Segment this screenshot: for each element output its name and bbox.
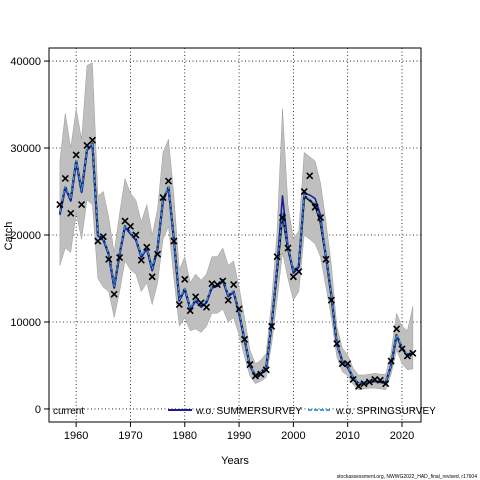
observed-point (175, 301, 183, 309)
observed-point (403, 352, 411, 360)
observed-point (192, 293, 200, 301)
observed-point (371, 375, 379, 383)
observed-point (268, 322, 276, 330)
x-tick-label: 2020 (390, 430, 414, 442)
y-tick-label: 40000 (10, 56, 41, 68)
x-tick-label: 1970 (118, 430, 142, 442)
observed-point (83, 141, 91, 149)
observed-point (316, 214, 325, 222)
y-tick-label: 0 (35, 404, 41, 416)
observed-point (392, 325, 401, 333)
y-tick-label: 10000 (10, 317, 41, 329)
observed-point (278, 214, 287, 222)
observed-point (202, 303, 211, 311)
observed-point (382, 380, 390, 388)
observed-point (333, 340, 341, 348)
observed-point (143, 243, 151, 251)
observed-point (148, 273, 156, 281)
observed-point (409, 349, 417, 357)
observed-point (273, 253, 281, 261)
observed-point (213, 281, 221, 289)
legend-label-current: current (53, 406, 84, 417)
x-axis-label: Years (221, 455, 249, 467)
observed-point (208, 280, 216, 288)
observed-point (289, 273, 297, 281)
observed-point (295, 267, 303, 276)
observed-point (121, 217, 129, 225)
observed-point (224, 296, 232, 304)
observed-point (327, 296, 335, 304)
observed-point (170, 237, 178, 245)
observed-point (78, 200, 86, 209)
observed-point (126, 222, 135, 230)
observed-point (354, 382, 363, 390)
observed-point (284, 244, 292, 252)
observed-point (219, 277, 227, 285)
observed-point (300, 187, 308, 196)
x-tick-label: 2000 (281, 430, 305, 442)
observed-point (240, 335, 249, 343)
observed-point (349, 375, 357, 383)
observed-point (344, 360, 352, 368)
observed-point (110, 290, 118, 298)
footnote: stockassessment.org, NWWG2022_HAD_final_… (337, 474, 478, 480)
observed-point (154, 250, 162, 258)
x-tick-label: 1980 (173, 430, 197, 442)
legend-label-2: w.o. SPRINGSURVEY (335, 406, 436, 417)
observed-point (251, 372, 259, 380)
observed-point (99, 233, 107, 241)
observed-point (246, 361, 254, 369)
observed-point (67, 209, 75, 217)
observed-point (387, 357, 395, 365)
x-tick-label: 1990 (227, 430, 251, 442)
observed-point (132, 231, 140, 239)
observed-point (398, 345, 406, 353)
observed-point (235, 305, 243, 313)
observed-point (322, 255, 330, 263)
observed-point (365, 378, 373, 386)
observed-point (338, 360, 346, 368)
x-tick-label: 1960 (64, 430, 88, 442)
legend: current w.o. SUMMERSURVEY w.o. SPRINGSURVE… (53, 406, 436, 417)
observed-point (61, 174, 69, 183)
legend-label-1: w.o. SUMMERSURVEY (195, 406, 302, 417)
observed-point (159, 194, 167, 202)
observed-points (56, 136, 417, 390)
observed-point (116, 254, 124, 262)
observed-point (105, 255, 113, 263)
observed-point (181, 275, 189, 283)
axes: 1960 1970 1980 1990 2000 2010 2020 0 10000 20000 3… (10, 56, 414, 442)
observed-point (360, 380, 368, 388)
y-axis-label: Catch (3, 222, 15, 251)
observed-point (376, 376, 384, 384)
observed-point (88, 136, 97, 144)
x-tick-label: 2010 (335, 430, 359, 442)
y-tick-label: 30000 (10, 143, 41, 155)
observed-point (311, 203, 319, 211)
y-tick-label: 20000 (10, 230, 41, 242)
observed-point (186, 307, 194, 315)
observed-point (56, 200, 64, 209)
observed-point (230, 281, 238, 289)
observed-point (164, 177, 173, 185)
observed-point (137, 256, 145, 264)
observed-point (306, 172, 314, 180)
observed-point (262, 366, 270, 374)
observed-point (72, 151, 80, 159)
